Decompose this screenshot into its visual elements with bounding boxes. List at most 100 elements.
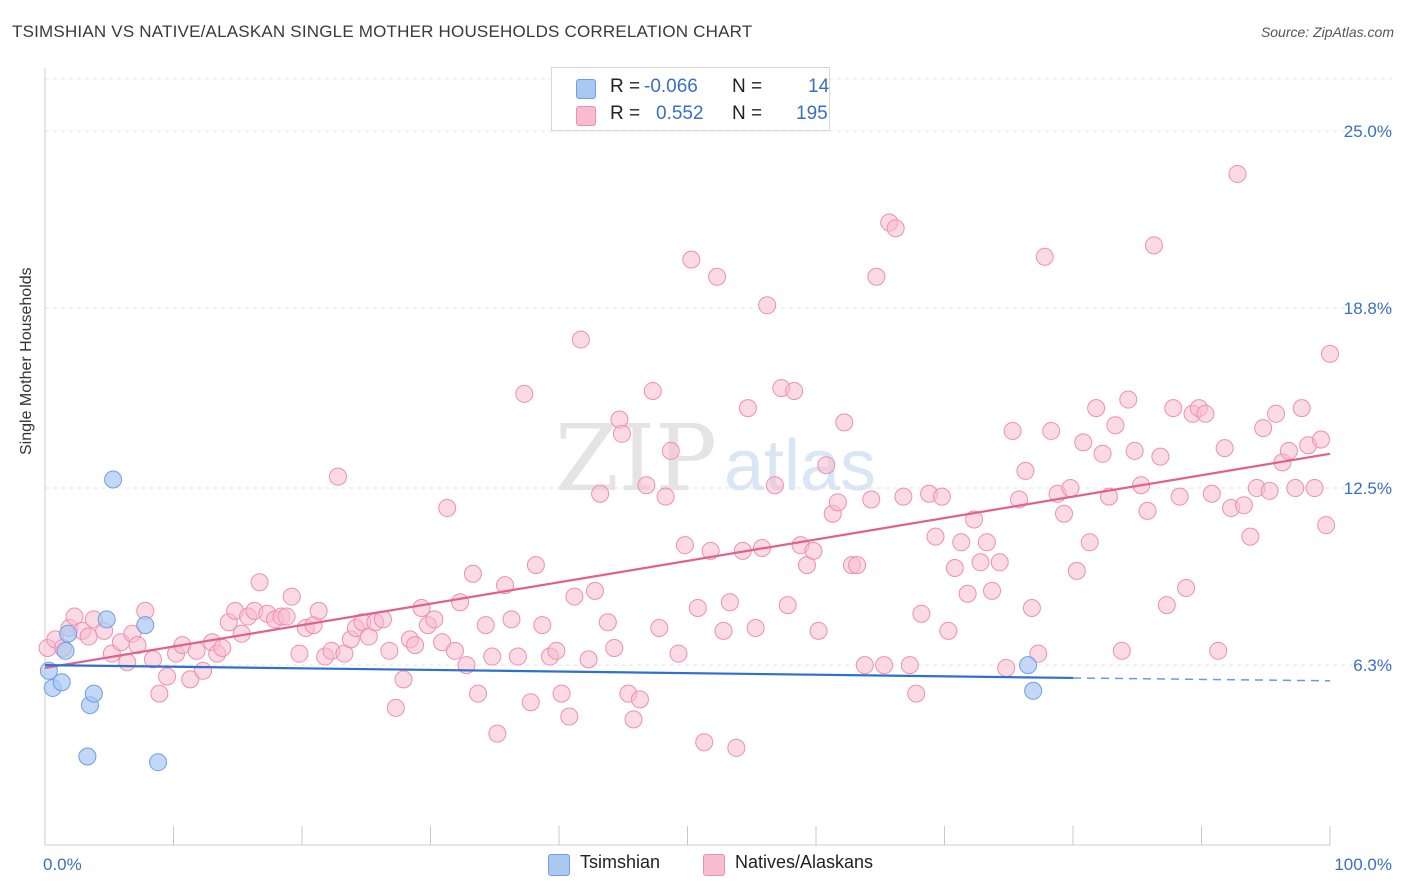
point-natives-alaskans	[758, 296, 777, 315]
point-natives-alaskans	[926, 527, 945, 546]
point-natives-alaskans	[900, 656, 919, 675]
point-natives-alaskans	[547, 641, 566, 660]
point-natives-alaskans	[309, 601, 328, 620]
correlation-legend: R = -0.066 N = 14 R = 0.552 N = 195	[551, 67, 830, 131]
point-natives-alaskans	[809, 621, 828, 640]
point-natives-alaskans	[476, 616, 495, 635]
point-natives-alaskans	[785, 381, 804, 400]
point-natives-alaskans	[1260, 481, 1279, 500]
point-natives-alaskans	[746, 618, 765, 637]
point-natives-alaskans	[1080, 533, 1099, 552]
point-natives-alaskans	[1279, 441, 1298, 460]
point-tsimshian	[1019, 656, 1038, 675]
point-natives-alaskans	[612, 424, 631, 443]
point-natives-alaskans	[290, 644, 309, 663]
point-natives-alaskans	[650, 618, 669, 637]
point-natives-alaskans	[150, 684, 169, 703]
point-natives-alaskans	[451, 593, 470, 612]
x-tick-label: 0.0%	[43, 855, 82, 874]
point-natives-alaskans	[817, 456, 836, 475]
point-natives-alaskans	[848, 556, 867, 575]
point-natives-alaskans	[875, 656, 894, 675]
point-natives-alaskans	[1267, 404, 1286, 423]
point-natives-alaskans	[1016, 461, 1035, 480]
point-natives-alaskans	[425, 610, 444, 629]
point-natives-alaskans	[1177, 579, 1196, 597]
point-natives-alaskans	[1170, 487, 1189, 506]
point-natives-alaskans	[828, 493, 847, 512]
trend-line-tsimshian	[44, 664, 1074, 680]
point-natives-alaskans	[990, 553, 1009, 572]
point-natives-alaskans	[1112, 641, 1131, 660]
point-natives-alaskans	[643, 381, 662, 400]
point-natives-alaskans	[1151, 447, 1170, 466]
point-natives-alaskans	[438, 499, 457, 518]
point-natives-alaskans	[1067, 561, 1086, 580]
point-tsimshian	[59, 624, 78, 643]
point-natives-alaskans	[1061, 479, 1080, 498]
point-natives-alaskans	[1202, 484, 1221, 503]
point-natives-alaskans	[778, 596, 797, 615]
point-natives-alaskans	[688, 598, 707, 617]
point-natives-alaskans	[213, 638, 232, 657]
watermark-atlas: atlas	[724, 426, 876, 506]
point-natives-alaskans	[552, 684, 571, 703]
point-natives-alaskans	[867, 267, 886, 286]
point-natives-alaskans	[1321, 344, 1339, 363]
point-natives-alaskans	[912, 604, 931, 623]
point-natives-alaskans	[765, 476, 784, 495]
point-natives-alaskans	[886, 219, 905, 238]
point-natives-alaskans	[526, 556, 545, 575]
point-natives-alaskans	[605, 638, 624, 657]
point-natives-alaskans	[181, 670, 200, 689]
point-natives-alaskans	[1196, 404, 1215, 423]
point-natives-alaskans	[1119, 390, 1138, 409]
point-tsimshian	[149, 753, 168, 772]
point-natives-alaskans	[971, 553, 990, 572]
legend-r-value: -0.066	[644, 76, 698, 97]
point-natives-alaskans	[433, 633, 452, 652]
y-tick-label: 25.0%	[1344, 122, 1392, 141]
y-tick-label: 6.3%	[1353, 656, 1392, 675]
bottom-legend-natives: Natives/Alaskans	[703, 852, 903, 876]
point-natives-alaskans	[79, 627, 98, 646]
point-natives-alaskans	[804, 541, 823, 560]
point-natives-alaskans	[675, 536, 694, 555]
point-natives-alaskans	[394, 670, 413, 689]
point-natives-alaskans	[624, 710, 643, 729]
point-natives-alaskans	[1042, 421, 1061, 440]
point-natives-alaskans	[508, 647, 527, 666]
point-natives-alaskans	[939, 621, 958, 640]
point-natives-alaskans	[952, 533, 971, 552]
point-natives-alaskans	[515, 384, 534, 403]
bottom-legend-label-tsimshian: Tsimshian	[580, 852, 661, 872]
legend-n-value: 14	[808, 76, 830, 97]
point-natives-alaskans	[579, 650, 598, 669]
point-natives-alaskans	[1209, 641, 1228, 660]
point-natives-alaskans	[496, 576, 515, 595]
point-natives-alaskans	[983, 581, 1002, 600]
bottom-legend-tsimshian: Tsimshian	[548, 852, 678, 876]
point-natives-alaskans	[386, 698, 405, 717]
y-tick-label: 18.8%	[1344, 299, 1392, 318]
legend-r-value: 0.552	[656, 103, 704, 124]
point-natives-alaskans	[1292, 399, 1311, 418]
point-natives-alaskans	[945, 559, 964, 578]
trend-line-tsimshian-extension	[1072, 677, 1331, 682]
point-natives-alaskans	[1312, 430, 1331, 449]
point-natives-alaskans	[894, 487, 913, 506]
point-natives-alaskans	[695, 733, 714, 752]
point-natives-alaskans	[1144, 236, 1163, 255]
point-natives-alaskans	[1022, 598, 1041, 617]
point-natives-alaskans	[669, 644, 688, 663]
point-natives-alaskans	[328, 467, 347, 486]
point-natives-alaskans	[158, 667, 177, 686]
point-natives-alaskans	[1003, 421, 1022, 440]
point-natives-alaskans	[656, 487, 675, 506]
point-natives-alaskans	[1234, 496, 1253, 515]
point-natives-alaskans	[1087, 399, 1106, 418]
point-natives-alaskans	[855, 656, 874, 675]
y-tick-label: 12.5%	[1344, 479, 1392, 498]
legend-n-value: 195	[796, 103, 828, 124]
bottom-legend-swatch-tsimshian	[548, 854, 570, 876]
